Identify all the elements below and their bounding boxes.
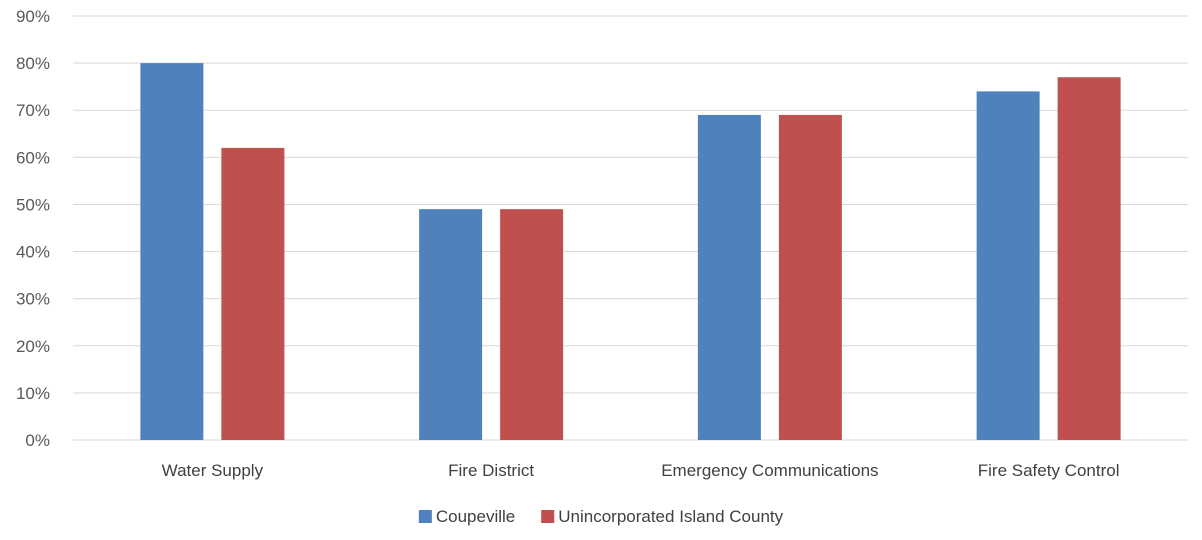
y-tick-label: 50% <box>16 195 50 214</box>
y-tick-label: 20% <box>16 337 50 356</box>
bar-unincorporated-island-county <box>500 209 564 440</box>
y-tick-label: 40% <box>16 243 50 262</box>
legend-label: Unincorporated Island County <box>558 507 783 526</box>
bar-unincorporated-island-county <box>778 114 842 440</box>
bar-unincorporated-island-county <box>221 147 285 440</box>
x-category-label: Water Supply <box>162 461 264 480</box>
bar-unincorporated-island-county <box>1057 77 1121 440</box>
bar-coupeville <box>419 209 483 440</box>
y-tick-label: 0% <box>25 431 50 450</box>
x-category-label: Fire Safety Control <box>978 461 1120 480</box>
x-category-label: Fire District <box>448 461 534 480</box>
legend-item: Unincorporated Island County <box>541 507 784 526</box>
y-tick-label: 60% <box>16 148 50 167</box>
x-axis-categories: Water Supply Fire District Emergency Commu… <box>162 461 1120 480</box>
bars <box>140 63 1121 440</box>
y-tick-label: 10% <box>16 384 50 403</box>
legend-item: Coupeville <box>418 507 515 526</box>
legend: Coupeville Unincorporated Island County <box>418 507 784 526</box>
y-axis-ticks: 0% 10% 20% 30% 40% 50% 60% 70% 80% 90% <box>16 7 50 450</box>
legend-swatch <box>541 510 555 523</box>
legend-swatch <box>418 510 432 523</box>
y-tick-label: 70% <box>16 101 50 120</box>
y-tick-label: 30% <box>16 290 50 309</box>
legend-label: Coupeville <box>436 507 515 526</box>
bar-coupeville <box>976 91 1040 440</box>
bar-coupeville <box>140 63 204 440</box>
y-tick-label: 80% <box>16 54 50 73</box>
y-tick-label: 90% <box>16 7 50 26</box>
bar-coupeville <box>697 114 761 440</box>
x-category-label: Emergency Communications <box>661 461 878 480</box>
